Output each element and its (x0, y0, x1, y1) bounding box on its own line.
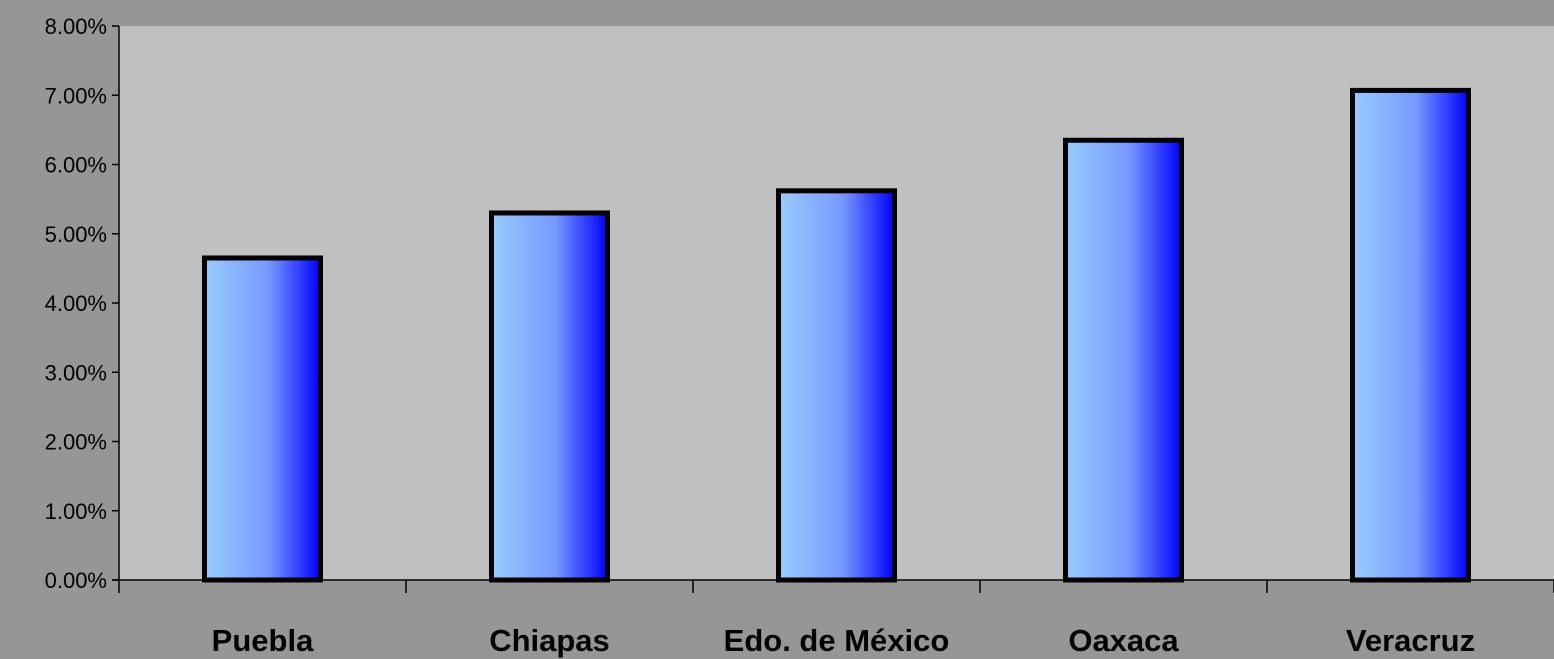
y-tick-label: 4.00% (45, 291, 107, 316)
x-category-label: Chiapas (489, 623, 610, 658)
x-axis: Puebla Chiapas Edo. de México Oaxaca Veracru… (112, 579, 1554, 658)
bar-oaxaca (1063, 137, 1184, 583)
y-tick-label: 2.00% (45, 430, 107, 455)
x-category-label: Veracruz (1346, 623, 1475, 658)
y-tick-label: 6.00% (45, 153, 107, 178)
y-tick-label: 0.00% (45, 568, 107, 593)
bars (202, 87, 1471, 583)
x-category-label: Edo. de México (724, 623, 950, 658)
bar-veracruz (1350, 87, 1471, 583)
y-tick-label: 1.00% (45, 499, 107, 524)
y-axis: 0.00% 1.00% 2.00% 3.00% 4.00% 5.00% 6.00% 7.00%… (45, 14, 120, 593)
y-tick-label: 8.00% (45, 14, 107, 39)
bar-edo-de-m-xico (776, 188, 897, 583)
bar-chiapas (489, 210, 610, 583)
x-category-label: Oaxaca (1068, 623, 1179, 658)
bar-puebla (202, 255, 323, 583)
y-tick-label: 3.00% (45, 360, 107, 385)
y-tick-label: 7.00% (45, 83, 107, 108)
x-category-label: Puebla (212, 623, 314, 658)
y-tick-label: 5.00% (45, 222, 107, 247)
